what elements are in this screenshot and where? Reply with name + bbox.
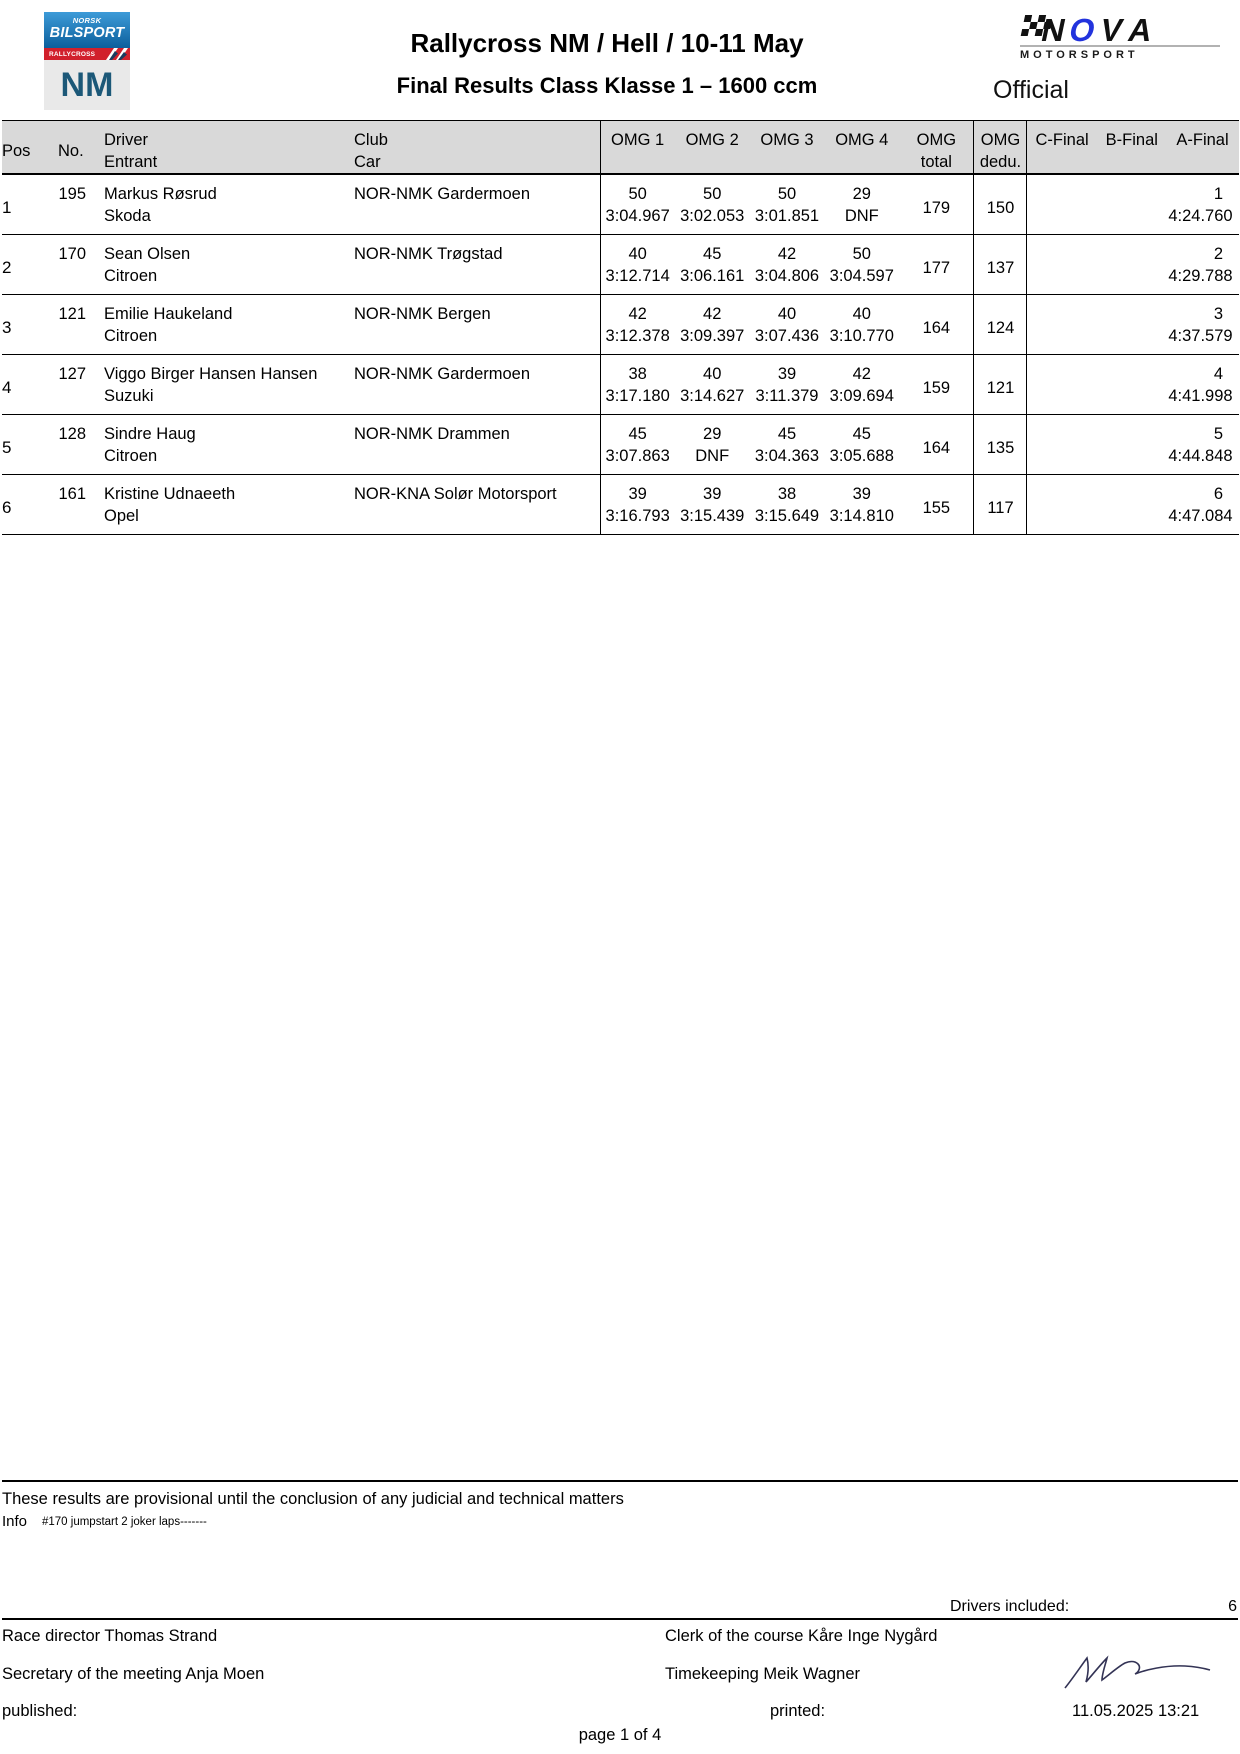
svg-text:O: O [1066,12,1097,48]
svg-text:A: A [1125,12,1155,48]
svg-text:V: V [1097,12,1126,48]
svg-text:MOTORSPORT: MOTORSPORT [1020,49,1139,61]
